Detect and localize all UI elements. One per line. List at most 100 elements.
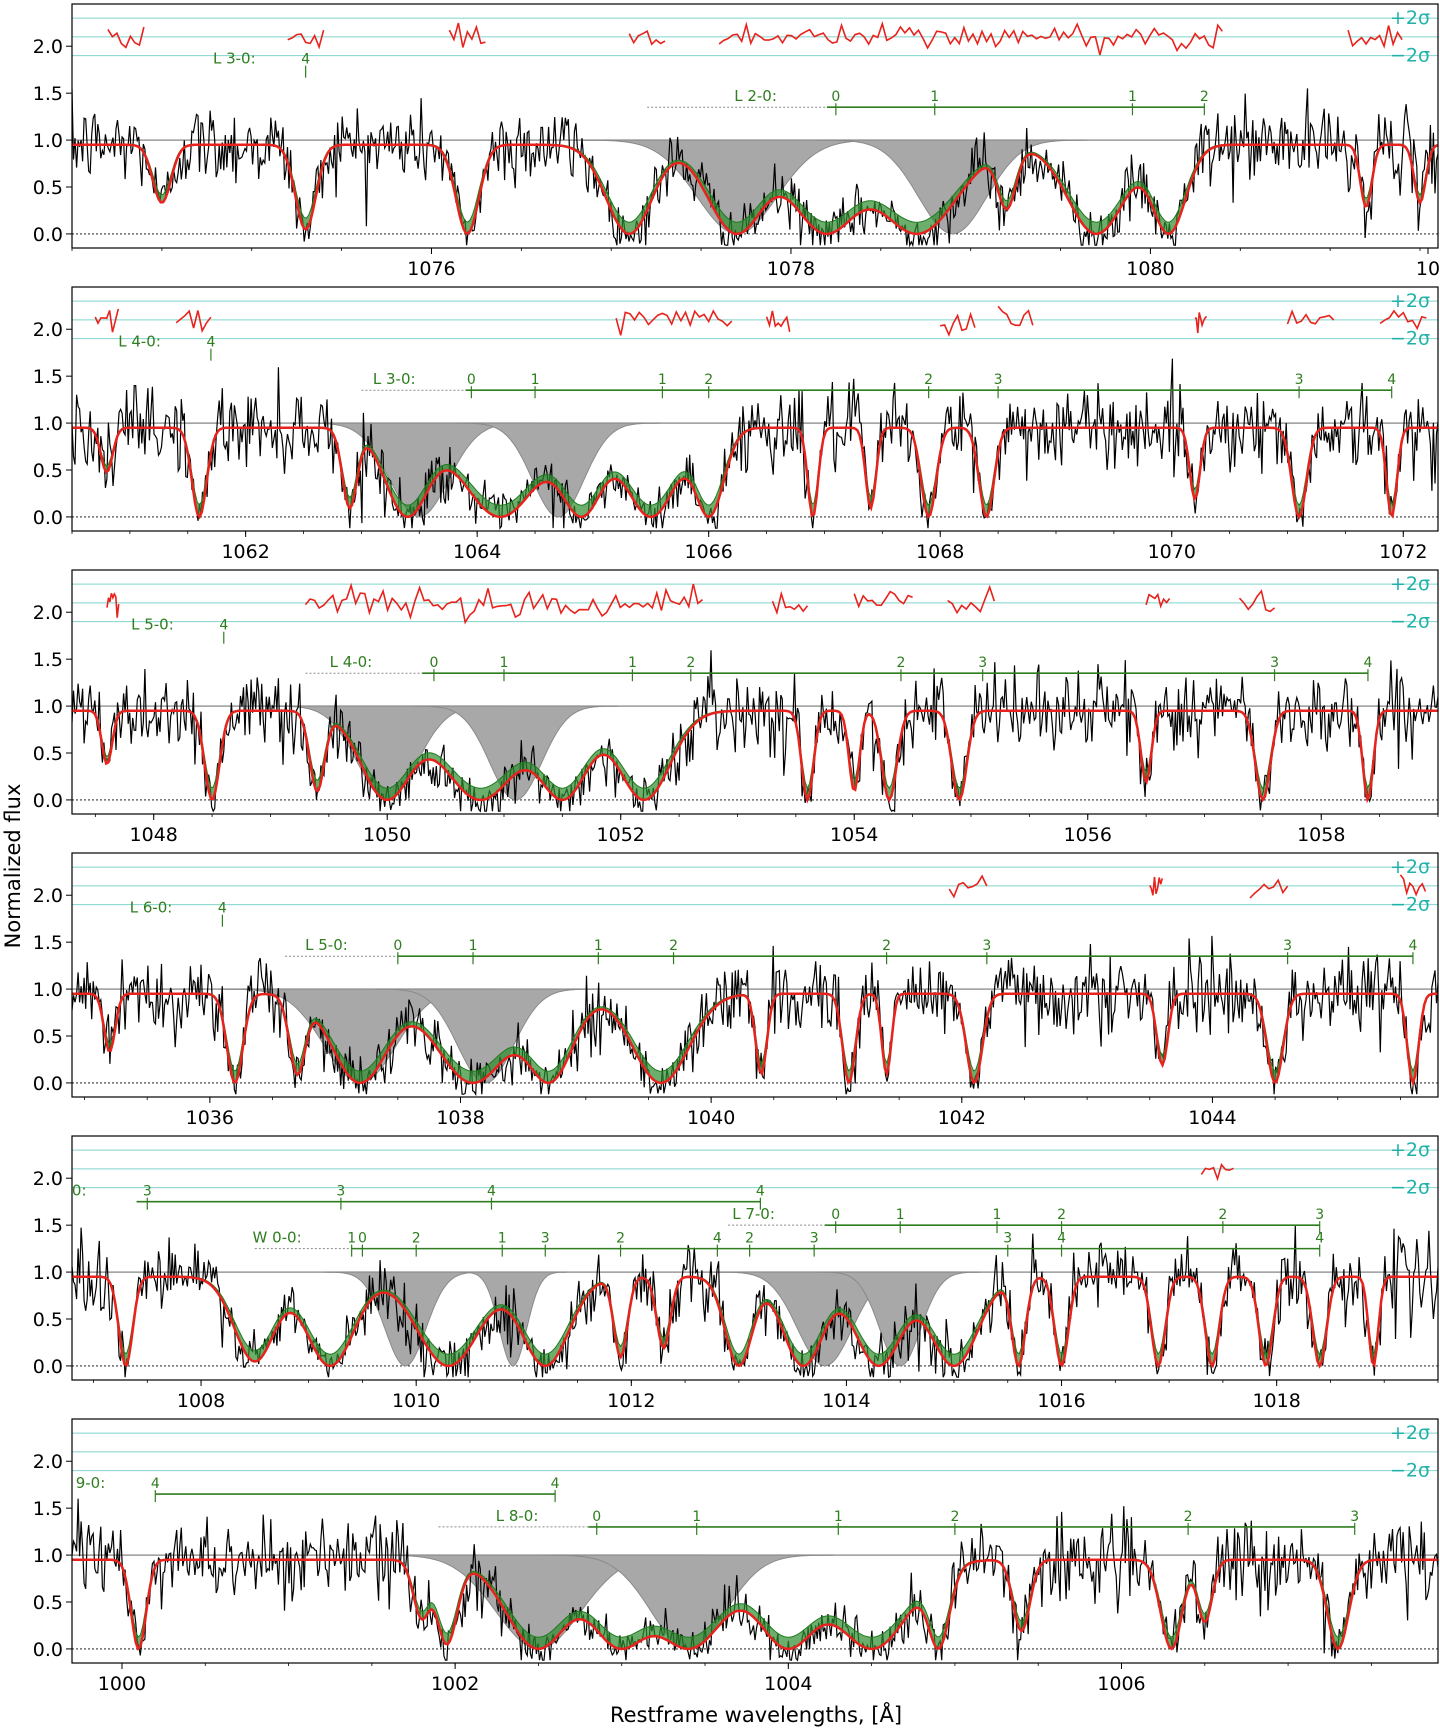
series-j-label: 1 [896,1207,905,1223]
series-j-label: 2 [704,372,713,388]
y-tick-label: 0.0 [33,507,63,529]
residual-segment [287,29,325,50]
y-tick-label: 0.5 [33,1026,63,1048]
series-j-label: 4 [301,52,310,68]
series-j-label: 1 [692,1509,701,1525]
x-tick-label: 1058 [1297,824,1345,846]
x-tick-label: 1040 [687,1107,735,1129]
series-j-label: 4 [219,618,228,634]
series-label: L 8-0: [496,1507,539,1525]
series-j-label: 1 [469,938,478,954]
series-j-label: 0 [467,372,476,388]
y-tick-label: 0.5 [33,1592,63,1614]
sigma-plus-label: +2σ [1390,573,1430,595]
residual-segment [175,309,212,334]
absorber-profile [456,422,660,518]
series-j-label: 4 [206,335,215,351]
absorber-profile [817,139,1088,235]
series-j-label: 3 [336,1184,345,1200]
series-j-label: 0 [831,89,840,105]
x-tick-label: 1072 [1379,541,1427,563]
series-j-label: 1 [658,372,667,388]
flux-data [72,88,1438,248]
y-tick-label: 2.0 [33,319,63,341]
series-j-label: 4 [1315,1231,1324,1247]
y-tick-label: 2.0 [33,602,63,624]
residual-segment [615,309,733,336]
x-tick-label: 1000 [98,1673,146,1695]
series-label: L 9-0: [63,1474,106,1492]
series-j-label: 1 [531,372,540,388]
series-j-label: 3 [1270,655,1279,671]
y-tick-label: 1.0 [33,1262,63,1284]
residual-segment [1379,309,1427,331]
residual-segment [1200,1163,1234,1182]
residual-segment [997,305,1034,327]
plot-area: L 2-0: 0 1 1 2 L 3-0: 4 [72,17,1438,248]
y-tick-label: 1.0 [33,413,63,435]
y-tick-label: 2.0 [33,1168,63,1190]
model-line [72,426,1438,520]
sigma-minus-label: −2σ [1390,1460,1430,1482]
y-tick-label: 1.5 [33,366,63,388]
series-j-label: 2 [745,1231,754,1247]
residual-segment [448,22,486,48]
y-tick-label: 1.5 [33,932,63,954]
series-j-label: 2 [1057,1207,1066,1223]
series-j-label: 4 [1408,938,1417,954]
series-j-label: 4 [1057,1231,1066,1247]
residual-segment [1347,25,1403,49]
y-axis-label: Normalized flux [1,784,25,949]
panel-5: L 8-0: 3 3 4 4L 7-0: 0 1 1 2 2 3W 0-0: 1 0 2 1 3 2 4 2 3 3 4 4… [33,1135,1439,1412]
x-tick-label: 1078 [767,258,815,280]
series-j-label: 2 [686,655,695,671]
sigma-plus-label: +2σ [1390,1139,1430,1161]
plot-area: L 3-0: 0 1 1 2 2 3 3 4 L 4-0: 4 [72,300,1438,530]
residual-segment [107,26,145,49]
series-j-label: 4 [1363,655,1372,671]
x-tick-label: 1002 [431,1673,479,1695]
series-j-label: 3 [1003,1231,1012,1247]
series-j-label: 2 [1218,1207,1227,1223]
panel-frame [71,3,1439,249]
absorber-profile [817,1271,981,1367]
sigma-minus-label: −2σ [1390,328,1430,350]
sigma-plus-label: +2σ [1390,290,1430,312]
x-tick-label: 1048 [130,824,178,846]
model-line [72,1558,1438,1651]
series-j-label: 3 [1295,372,1304,388]
flux-data [72,358,1438,530]
x-tick-label: 1008 [177,1390,225,1412]
series-j-label: 0 [358,1231,367,1247]
model-line [72,143,1438,236]
series-j-label: 0 [429,655,438,671]
sigma-minus-label: −2σ [1390,894,1430,916]
residual-segment [947,584,996,615]
x-tick-label: 1076 [407,258,455,280]
x-tick-label: 10 [1416,258,1440,280]
y-tick-label: 1.0 [33,130,63,152]
x-tick-label: 1010 [392,1390,440,1412]
y-tick-label: 1.5 [33,1498,63,1520]
series-j-label: 2 [1200,89,1209,105]
y-tick-label: 2.0 [33,1451,63,1473]
series-j-label: 1 [594,938,603,954]
x-tick-label: 1036 [186,1107,234,1129]
x-tick-label: 1006 [1097,1673,1145,1695]
residual-segment [1149,876,1164,896]
series-j-label: 2 [616,1231,625,1247]
series-j-label: 4 [151,1476,160,1492]
y-tick-label: 2.0 [33,36,63,58]
panel-6: L 9-0: 4 4 L 8-0: 0 1 1 2 2 3 +2σ −2σ 0.0 0.5 1.0 1.5 2.… [33,1418,1439,1695]
y-tick-label: 0.5 [33,177,63,199]
x-tick-label: 1016 [1037,1390,1085,1412]
residual-segment [304,582,704,625]
plot-area: L 4-0: 0 1 1 2 2 3 3 4 L 5-0: 4 [72,582,1438,813]
y-tick-label: 0.0 [33,224,63,246]
panel-frame [71,1135,1439,1381]
series-label: L 3-0: [373,370,416,388]
residual-segment [1399,874,1427,897]
series-j-label: 3 [810,1231,819,1247]
plot-area: L 8-0: 3 3 4 4L 7-0: 0 1 1 2 2 3W 0-0: 1 0 2 1 3 2 4 2 3 3 4 4 [72,1149,1438,1379]
series-j-label: 1 [834,1509,843,1525]
